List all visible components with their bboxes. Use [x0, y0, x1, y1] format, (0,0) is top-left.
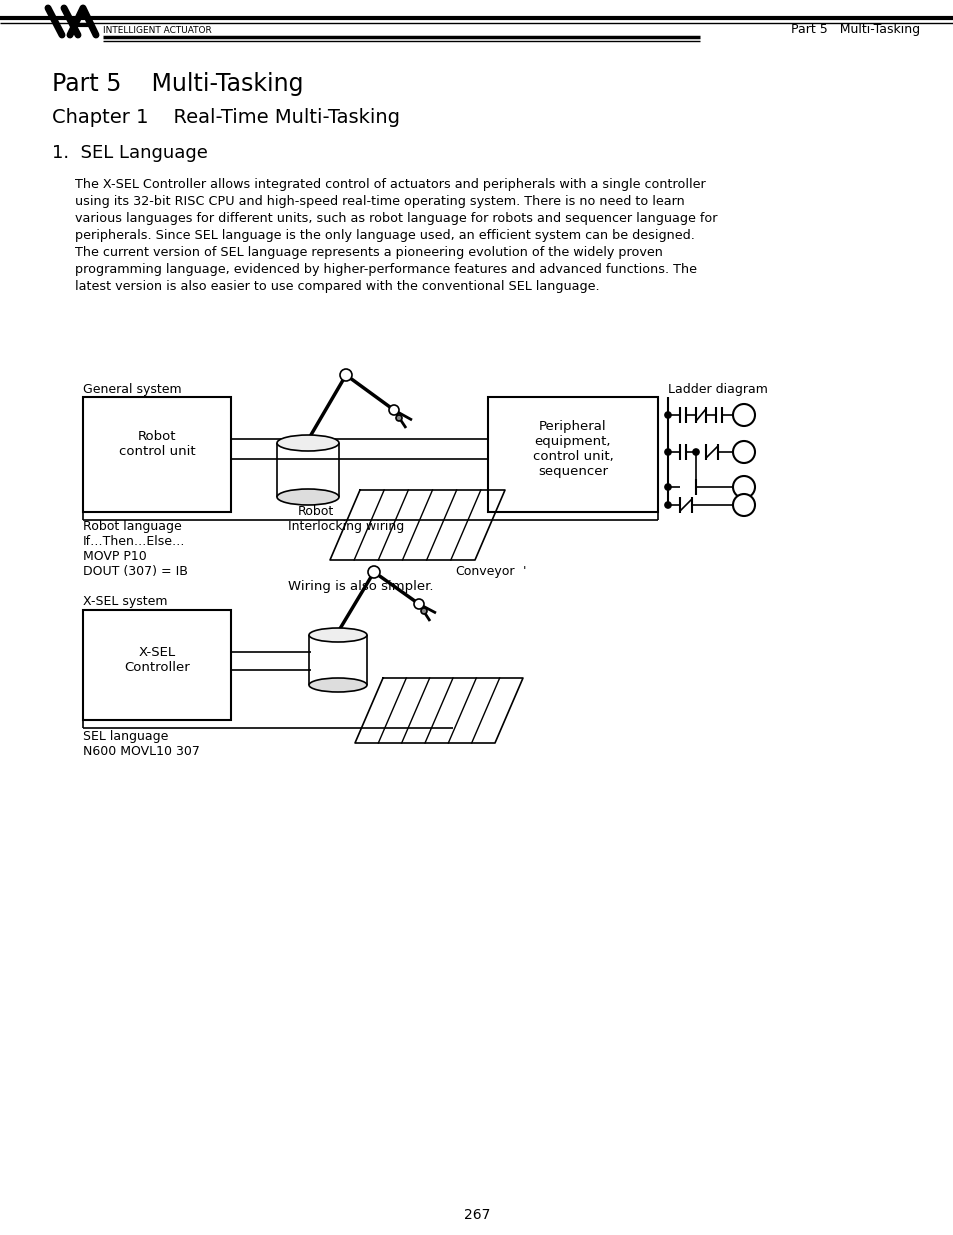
- Text: 267: 267: [463, 1208, 490, 1221]
- Text: Conveyor: Conveyor: [455, 564, 514, 578]
- Circle shape: [732, 404, 754, 426]
- Text: Robot: Robot: [297, 505, 334, 517]
- Circle shape: [664, 501, 670, 508]
- Text: General system: General system: [83, 383, 181, 396]
- Text: X-SEL system: X-SEL system: [83, 595, 168, 608]
- Circle shape: [732, 475, 754, 498]
- Text: Part 5    Multi-Tasking: Part 5 Multi-Tasking: [52, 72, 303, 96]
- Circle shape: [732, 494, 754, 516]
- Text: The X-SEL Controller allows integrated control of actuators and peripherals with: The X-SEL Controller allows integrated c…: [75, 178, 705, 191]
- Circle shape: [414, 599, 423, 609]
- Circle shape: [664, 484, 670, 490]
- Ellipse shape: [276, 435, 338, 451]
- Text: INTELLIGENT ACTUATOR: INTELLIGENT ACTUATOR: [103, 26, 212, 35]
- Text: various languages for different units, such as robot language for robots and seq: various languages for different units, s…: [75, 212, 717, 225]
- Text: using its 32-bit RISC CPU and high-speed real-time operating system. There is no: using its 32-bit RISC CPU and high-speed…: [75, 195, 684, 207]
- Ellipse shape: [309, 629, 367, 642]
- Text: peripherals. Since SEL language is the only language used, an efficient system c: peripherals. Since SEL language is the o…: [75, 228, 694, 242]
- Text: 1.  SEL Language: 1. SEL Language: [52, 144, 208, 162]
- Text: The current version of SEL language represents a pioneering evolution of the wid: The current version of SEL language repr…: [75, 246, 662, 259]
- Text: Interlocking wiring: Interlocking wiring: [288, 520, 404, 534]
- Text: Robot
control unit: Robot control unit: [118, 430, 195, 458]
- Circle shape: [368, 566, 379, 578]
- Text: Chapter 1    Real-Time Multi-Tasking: Chapter 1 Real-Time Multi-Tasking: [52, 107, 399, 127]
- Text: ': ': [522, 564, 526, 578]
- Circle shape: [664, 412, 670, 417]
- Bar: [488, 396, 658, 513]
- Bar: [83, 610, 231, 720]
- Text: Robot language
If…Then…Else…
MOVP P10
DOUT (307) = IB: Robot language If…Then…Else… MOVP P10 DO…: [83, 520, 188, 578]
- Circle shape: [692, 450, 699, 454]
- Ellipse shape: [276, 489, 338, 505]
- Text: programming language, evidenced by higher-performance features and advanced func: programming language, evidenced by highe…: [75, 263, 697, 275]
- Text: latest version is also easier to use compared with the conventional SEL language: latest version is also easier to use com…: [75, 280, 599, 293]
- Text: Ladder diagram: Ladder diagram: [667, 383, 767, 396]
- Circle shape: [395, 415, 401, 421]
- Text: SEL language
N600 MOVL10 307: SEL language N600 MOVL10 307: [83, 730, 200, 758]
- Ellipse shape: [309, 678, 367, 692]
- Circle shape: [664, 450, 670, 454]
- Circle shape: [420, 608, 427, 614]
- Text: Peripheral
equipment,
control unit,
sequencer: Peripheral equipment, control unit, sequ…: [532, 420, 613, 478]
- Circle shape: [339, 369, 352, 382]
- Circle shape: [389, 405, 398, 415]
- Text: Part 5   Multi-Tasking: Part 5 Multi-Tasking: [790, 23, 919, 37]
- Text: X-SEL
Controller: X-SEL Controller: [124, 646, 190, 674]
- Circle shape: [732, 441, 754, 463]
- Bar: [83, 396, 231, 513]
- Text: Wiring is also simpler.: Wiring is also simpler.: [288, 580, 433, 593]
